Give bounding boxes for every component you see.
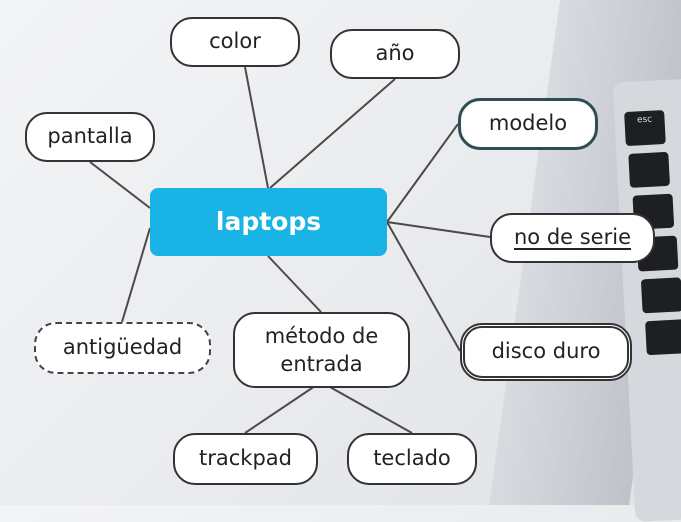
- connector-center-metodo-de-entrada: [267, 255, 322, 313]
- mind-map: esc laptops color año pantalla modelo no…: [25, 0, 681, 522]
- connector-metodo-de-entrada-trackpad: [244, 381, 322, 434]
- node-modelo: modelo: [458, 98, 598, 150]
- node-teclado-label: teclado: [373, 446, 451, 471]
- connector-center-disco-duro: [386, 221, 461, 352]
- central-node-laptops: laptops: [150, 188, 387, 256]
- node-ano: año: [330, 29, 460, 79]
- node-antiguedad: antigüedad: [34, 322, 211, 374]
- node-no-de-serie: no de serie: [490, 213, 655, 263]
- node-modelo-label: modelo: [488, 111, 568, 136]
- node-color-label: color: [209, 29, 261, 54]
- connector-center-ano: [269, 78, 396, 189]
- node-pantalla-label: pantalla: [47, 124, 133, 149]
- node-ano-label: año: [375, 41, 415, 66]
- node-disco-duro: disco duro: [460, 323, 632, 381]
- node-metodo-de-entrada: método de entrada: [233, 312, 410, 388]
- node-trackpad-label: trackpad: [199, 446, 292, 471]
- connector-center-pantalla: [89, 161, 151, 209]
- node-teclado: teclado: [347, 433, 477, 485]
- connector-center-antiguedad: [121, 227, 151, 323]
- connector-center-no-de-serie: [386, 221, 491, 238]
- node-no-de-serie-label: no de serie: [513, 225, 631, 250]
- node-color: color: [170, 17, 300, 67]
- connector-metodo-de-entrada-teclado: [320, 381, 413, 434]
- connector-center-modelo: [386, 123, 459, 223]
- node-metodo-de-entrada-label: método de entrada: [264, 323, 379, 376]
- connector-lines: [89, 66, 491, 434]
- node-antiguedad-label: antigüedad: [62, 335, 183, 360]
- central-node-label: laptops: [215, 207, 322, 236]
- node-pantalla: pantalla: [25, 112, 155, 162]
- node-trackpad: trackpad: [173, 433, 318, 485]
- connector-center-color: [244, 66, 269, 189]
- node-disco-duro-label: disco duro: [491, 339, 601, 364]
